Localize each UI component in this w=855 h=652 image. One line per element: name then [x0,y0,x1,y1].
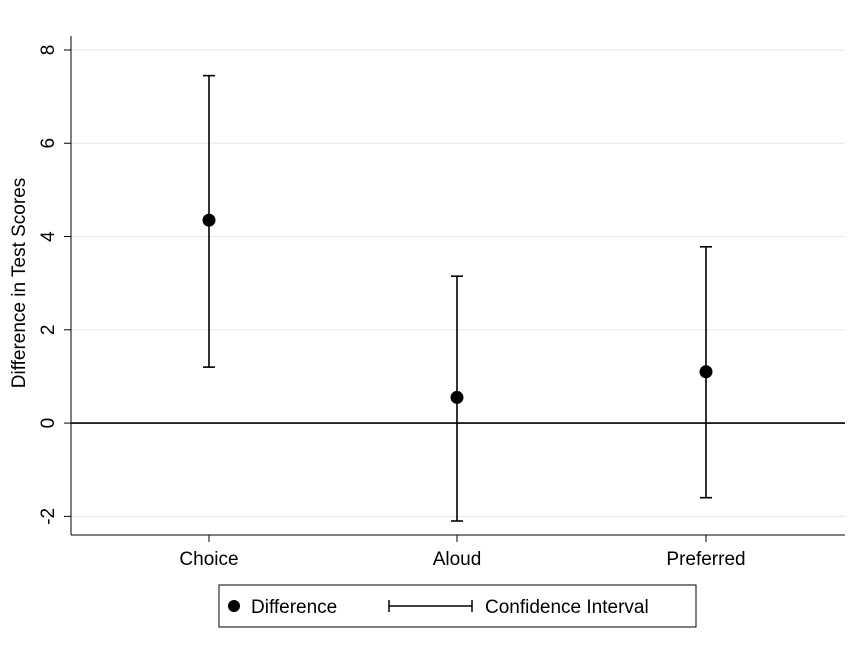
y-tick-label: 6 [38,138,59,149]
x-tick-label: Aloud [433,549,482,570]
x-tick-label: Choice [179,549,238,570]
y-tick-label: -2 [38,508,59,525]
y-tick-label: 2 [38,325,59,336]
plot-marks [202,74,713,522]
axes [70,36,845,536]
y-axis-title: Difference in Test Scores [9,178,30,389]
data-point [450,390,464,404]
y-tick-label: 4 [38,231,59,242]
data-point [699,365,713,379]
y-axis-ticks: -2 0 2 4 6 8 [38,45,71,525]
x-tick-label: Preferred [666,549,745,570]
gridlines [71,49,845,517]
x-axis-ticks: Choice Aloud Preferred [179,535,746,570]
y-tick-label: 0 [38,418,59,429]
legend: Difference Confidence Interval [218,584,697,628]
data-point [202,213,216,227]
legend-marker-difference [228,600,240,612]
legend-label-difference: Difference [251,597,337,618]
y-tick-label: 8 [38,45,59,56]
legend-label-ci: Confidence Interval [485,597,649,618]
